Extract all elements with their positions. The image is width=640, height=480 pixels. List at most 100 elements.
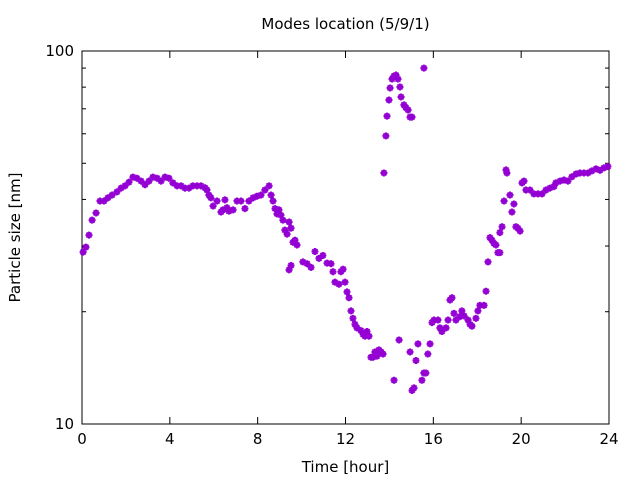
data-point [379,350,387,358]
x-tick-labels: 0 4 8 12 16 20 24 [77,430,618,448]
data-point [395,336,403,344]
data-point [303,260,311,268]
data-point [383,112,391,120]
data-point [530,190,538,198]
data-point [480,301,488,309]
data-point [287,262,295,270]
data-point [267,191,275,199]
data-point [117,184,125,192]
data-point [534,190,542,198]
data-point [165,174,173,182]
data-point [516,227,524,235]
data-point [434,316,442,324]
data-point [345,294,353,302]
data-point [448,294,456,302]
x-tick-label: 0 [77,430,87,448]
data-point [85,231,93,239]
data-point [564,177,572,185]
data-point [283,230,291,238]
data-point [474,307,482,315]
data-point [173,182,181,190]
data-point [506,191,514,199]
data-point [482,287,490,295]
data-point [476,301,484,309]
data-point [233,197,241,205]
data-point [145,177,153,185]
axis-ticks [81,50,610,425]
data-point [357,327,365,335]
data-point [275,206,283,214]
data-point [520,177,528,185]
data-point [430,316,438,324]
y-axis-label: Particle size [nm] [6,173,24,303]
data-point [157,177,165,185]
data-point [347,307,355,315]
data-point [279,216,287,224]
data-point [96,197,104,205]
data-point [484,258,492,266]
y-tick-label: 100 [45,42,74,60]
data-point [207,194,215,202]
data-point [385,96,393,104]
data-point [406,348,414,356]
data-point [380,169,388,177]
data-point [424,350,432,358]
data-point [285,218,293,226]
x-tick-label: 8 [253,430,263,448]
data-point [458,307,466,315]
data-point [291,236,299,244]
data-point [203,186,211,194]
plot-frame [81,50,610,425]
data-point [460,312,468,320]
data-point [281,226,289,234]
data-point [414,340,422,348]
data-point [82,243,90,251]
data-point [185,184,193,192]
data-point [410,384,418,392]
data-point [522,186,530,194]
data-point [390,376,398,384]
data-point [113,188,121,196]
data-point [452,316,460,324]
data-point [576,169,584,177]
data-point [394,75,402,83]
data-point [373,352,381,360]
data-points [79,64,612,394]
data-point [596,166,604,174]
data-point [277,211,285,219]
data-point [404,106,412,114]
data-point [450,309,458,317]
data-point [265,182,273,190]
data-point [221,196,229,204]
data-point [189,182,197,190]
x-tick-label: 12 [336,430,355,448]
data-point [141,181,149,189]
data-point [341,278,349,286]
data-point [121,182,129,190]
data-point [386,84,394,92]
data-point [349,314,357,322]
data-point [335,280,343,288]
x-tick-label: 16 [424,430,443,448]
data-point [604,163,612,171]
data-point [418,376,426,384]
data-point [257,191,265,199]
data-point [88,216,96,224]
data-point [213,197,221,205]
data-point [498,223,506,231]
data-point [209,202,217,210]
data-point [108,191,116,199]
data-point [365,332,373,340]
data-point [468,322,476,330]
data-point [79,248,87,256]
data-point [496,229,504,237]
data-point [422,369,430,377]
data-point [397,93,405,101]
data-point [245,197,253,205]
data-point [472,314,480,322]
data-point [329,268,337,276]
data-point [496,249,504,257]
data-point [500,197,508,205]
data-point [261,186,269,194]
